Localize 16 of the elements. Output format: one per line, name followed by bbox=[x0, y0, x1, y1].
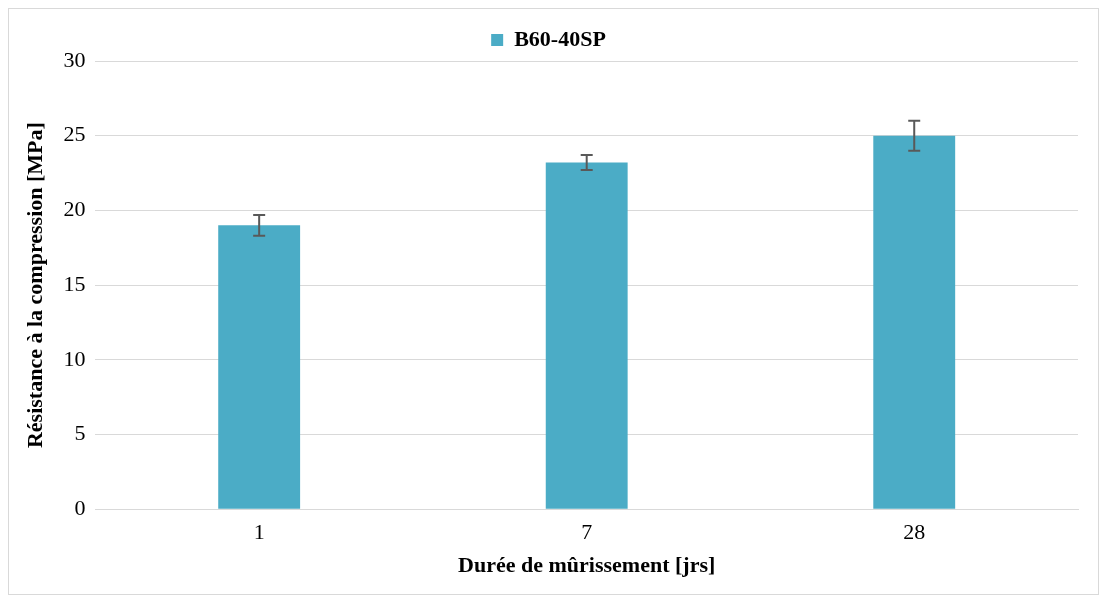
bar bbox=[545, 162, 628, 509]
y-tick-label: 0 bbox=[74, 494, 86, 520]
x-tick-label: 1 bbox=[253, 519, 265, 545]
bar bbox=[873, 135, 956, 509]
y-tick-label: 20 bbox=[63, 196, 86, 222]
y-tick-label: 10 bbox=[63, 345, 86, 371]
x-axis-title: Durée de mûrissement [jrs] bbox=[458, 552, 716, 578]
y-tick-label: 15 bbox=[63, 270, 86, 296]
x-tick-label: 28 bbox=[903, 519, 926, 545]
y-tick-label: 30 bbox=[63, 46, 86, 72]
y-tick-label: 5 bbox=[74, 420, 86, 446]
y-tick-label: 25 bbox=[63, 121, 86, 147]
x-tick-label: 7 bbox=[581, 519, 593, 545]
bar bbox=[218, 225, 301, 509]
legend-label: B60-40SP bbox=[514, 25, 606, 51]
y-axis-title: Résistance à la compression [MPa] bbox=[21, 122, 47, 449]
